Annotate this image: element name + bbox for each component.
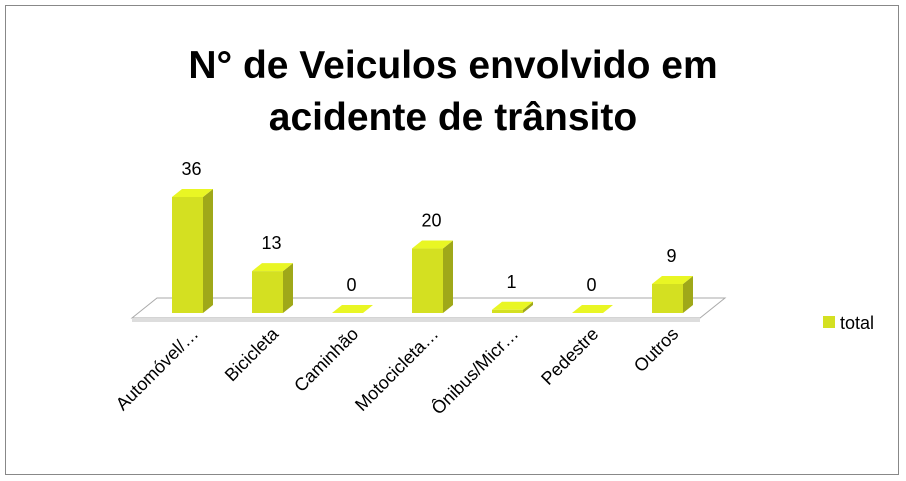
bar-top — [492, 301, 533, 310]
bar-top — [572, 305, 613, 313]
bar-top — [172, 189, 213, 197]
floor-edge — [132, 318, 700, 322]
bar — [412, 248, 443, 313]
data-label: 36 — [181, 159, 201, 179]
bar — [652, 284, 683, 313]
chart-border — [5, 5, 899, 475]
chart-title: N° de Veiculos envolvido em acidente de … — [188, 44, 718, 139]
bar-side — [283, 263, 293, 313]
data-label: 13 — [261, 233, 281, 253]
bar — [252, 271, 283, 313]
data-label: 20 — [421, 211, 441, 231]
data-label: 1 — [506, 272, 516, 292]
bar-top — [332, 305, 373, 313]
bar-side — [203, 189, 213, 313]
bar — [172, 197, 203, 313]
bar-side — [443, 240, 453, 313]
bar-side — [683, 276, 693, 313]
data-label: 0 — [346, 275, 356, 295]
legend-swatch — [823, 316, 835, 328]
legend-label: total — [840, 313, 874, 333]
bar-top — [252, 263, 293, 272]
data-label: 9 — [666, 246, 676, 266]
data-label: 0 — [586, 275, 596, 295]
bar-top — [652, 276, 693, 284]
bar-top — [412, 240, 453, 249]
bar — [492, 309, 523, 313]
bar-side — [523, 301, 533, 313]
